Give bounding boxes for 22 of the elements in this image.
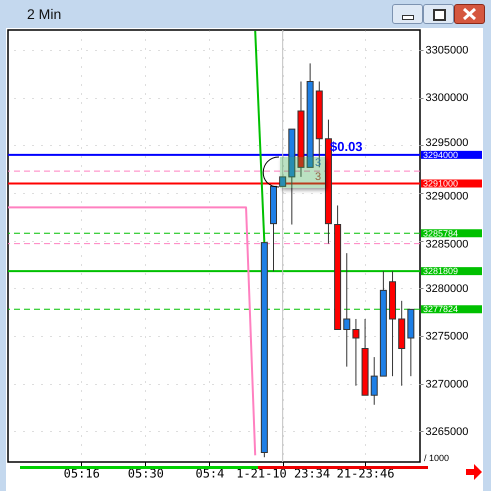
- y-tick-label: 3270000: [426, 378, 468, 390]
- y-tick-label: 3280000: [426, 282, 468, 295]
- y-tick-label: 3290000: [426, 190, 468, 203]
- ref-line-label: 3285784: [423, 228, 458, 238]
- ref-line-label: 3294000: [423, 150, 458, 160]
- chart-title: 2 Min: [27, 6, 62, 22]
- y-tick-label: 3265000: [426, 426, 468, 438]
- text: / 1000: [424, 453, 450, 463]
- x-tick-label: 1-21-10 23:34: [236, 466, 330, 480]
- ref-line-label: 3281809: [423, 266, 458, 276]
- x-tick-label: 05:4: [195, 466, 224, 480]
- x-tick-label: 05:16: [64, 466, 100, 480]
- y-tick-label: 3300000: [426, 92, 468, 104]
- y-tick-label: 3305000: [426, 44, 468, 57]
- ref-line-label: 3277824: [423, 304, 458, 314]
- y-tick-label: 3275000: [426, 330, 468, 343]
- ref-line-label: 3291000: [423, 178, 458, 189]
- x-tick-label: 05:30: [128, 466, 164, 480]
- y-tick-label: 3285000: [426, 238, 468, 250]
- y-tick-label: 3295000: [426, 136, 468, 149]
- x-tick-label: 21-23:46: [336, 466, 394, 480]
- annotation: 3: [315, 171, 322, 183]
